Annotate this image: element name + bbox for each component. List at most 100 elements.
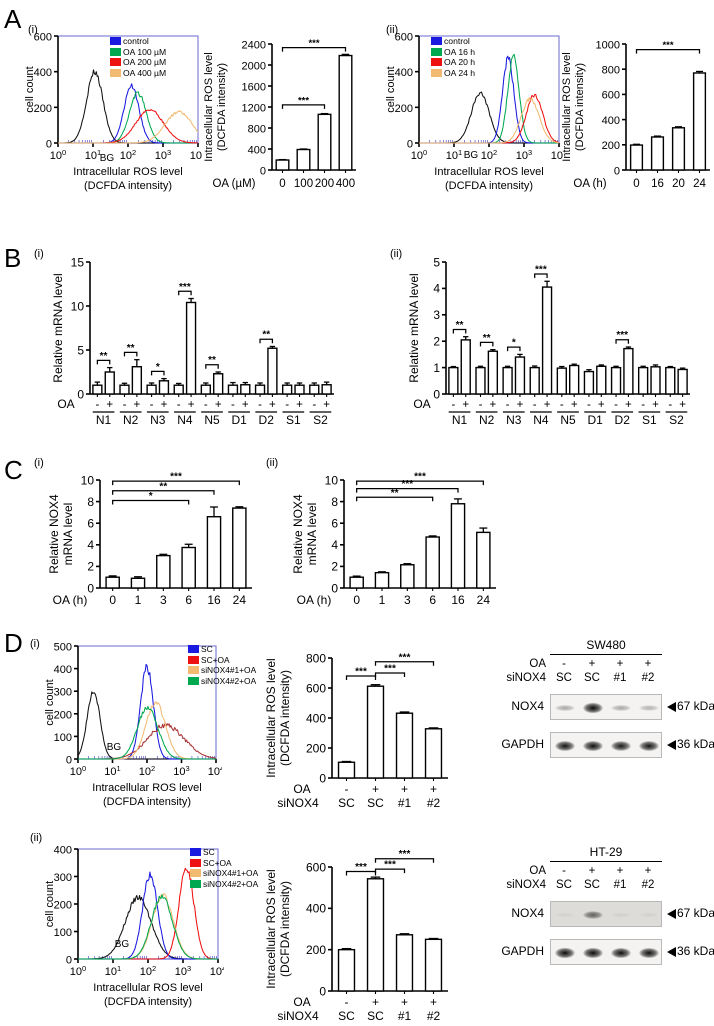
legend-color-swatch: [431, 58, 442, 67]
svg-text:-: -: [506, 399, 510, 411]
svg-text:1: 1: [135, 593, 142, 607]
flow-legend: control OA 100 µM OA 200 µM OA 400 µM: [110, 36, 166, 78]
svg-text:2: 2: [331, 560, 338, 574]
svg-text:**: **: [456, 320, 464, 331]
svg-text:0: 0: [319, 984, 326, 998]
panel-c-subpanel-ii-tag: (ii): [266, 457, 279, 469]
flow-legend-item: SC+OA: [188, 655, 256, 666]
flow-legend-item: SC: [190, 847, 258, 858]
svg-text:400: 400: [248, 144, 266, 156]
panel-b-subpanel-i-tag: (i): [34, 248, 44, 260]
svg-text:102: 102: [139, 764, 155, 778]
svg-text:+: +: [269, 399, 276, 411]
svg-text:200: 200: [602, 140, 620, 152]
svg-text:#1: #1: [398, 796, 412, 810]
legend-color-swatch: [110, 68, 121, 77]
svg-text:BG: BG: [107, 742, 122, 753]
svg-text:SC: SC: [367, 796, 384, 810]
blot-row-label-sinox4: siNOX4: [506, 879, 546, 891]
svg-text:3: 3: [160, 593, 167, 607]
svg-text:2: 2: [433, 335, 440, 349]
svg-text:S1: S1: [642, 413, 657, 427]
svg-text:2000: 2000: [242, 60, 266, 72]
svg-text:600: 600: [306, 860, 326, 874]
svg-text:(DCFDA intensity): (DCFDA intensity): [216, 63, 228, 151]
svg-text:0: 0: [279, 178, 285, 190]
svg-text:***: ***: [399, 652, 411, 663]
svg-text:-: -: [345, 995, 349, 1009]
svg-text:6: 6: [185, 593, 192, 607]
panel-b-i-bar-chart: 0 5 10 15 ** ** * *** ** ** - + N1- + N2- + N3- + N4- + N5- +…: [48, 248, 338, 438]
blot-lane-condition: SC: [584, 672, 600, 684]
svg-text:16: 16: [451, 593, 465, 607]
flow-legend-item: OA 24 h: [431, 68, 475, 79]
blot-kda-label: 36 kDa: [677, 944, 714, 958]
svg-text:800: 800: [248, 123, 266, 135]
legend-label: SC: [203, 847, 215, 857]
svg-text:**: **: [483, 333, 491, 344]
svg-text:cell count: cell count: [24, 66, 36, 112]
blot-lane-condition: +: [616, 865, 624, 877]
svg-text:6: 6: [87, 517, 94, 531]
panel-d-ii-bar-chart: 0 200 400 600 *** *** *** - + + + SC SC #1 #2 OA siNOX4 I…: [262, 843, 458, 1023]
svg-text:-: -: [204, 399, 208, 411]
svg-text:101: 101: [104, 764, 120, 778]
molecular-weight-arrow-icon: [667, 702, 676, 712]
svg-text:+: +: [544, 399, 551, 411]
svg-text:400: 400: [54, 845, 72, 857]
legend-label: SC+OA: [201, 654, 230, 665]
svg-text:Intracellular ROS level: Intracellular ROS level: [561, 52, 573, 161]
svg-text:500: 500: [54, 642, 72, 654]
svg-text:+: +: [401, 995, 408, 1009]
blot-band-box: [550, 939, 662, 965]
blot-lane-condition: SC: [584, 879, 600, 891]
svg-text:-: -: [285, 399, 289, 411]
svg-text:-: -: [258, 399, 262, 411]
svg-text:4: 4: [87, 538, 94, 552]
svg-text:400: 400: [54, 664, 72, 676]
molecular-weight-arrow-icon: [667, 909, 676, 919]
svg-text:OA (h): OA (h): [573, 178, 606, 190]
svg-text:-: -: [533, 399, 537, 411]
svg-text:400: 400: [306, 711, 326, 725]
blot-protein-label: NOX4: [511, 906, 544, 920]
svg-text:N1: N1: [452, 413, 468, 427]
svg-text:-: -: [231, 399, 235, 411]
svg-text:103: 103: [155, 148, 171, 162]
svg-text:N2: N2: [479, 413, 495, 427]
svg-text:+: +: [242, 399, 249, 411]
svg-text:102: 102: [140, 964, 156, 978]
svg-text:20: 20: [672, 178, 685, 190]
svg-text:-: -: [560, 399, 564, 411]
panel-letter-d: D: [4, 628, 23, 658]
blot-lane-condition: SC: [556, 672, 572, 684]
svg-text:24: 24: [477, 593, 491, 607]
blot-protein-label: NOX4: [511, 699, 544, 713]
svg-text:OA: OA: [293, 782, 310, 796]
svg-text:-: -: [177, 399, 181, 411]
svg-text:0: 0: [77, 387, 84, 401]
legend-color-swatch: [188, 645, 199, 654]
svg-text:102: 102: [120, 148, 136, 162]
svg-text:6: 6: [331, 517, 338, 531]
legend-color-swatch: [190, 858, 201, 867]
svg-text:*: *: [156, 362, 160, 373]
svg-text:OA: OA: [293, 995, 310, 1009]
svg-text:101: 101: [105, 964, 121, 978]
molecular-weight-arrow-icon: [667, 947, 676, 957]
panel-d-i-western-blot: SW480 OA - + + + siNOX4 SC SC #1 #2 NOX4 67 kDa GAPDH…: [470, 638, 714, 778]
svg-text:N4: N4: [533, 413, 549, 427]
svg-text:N5: N5: [204, 413, 220, 427]
flow-legend-item: OA 20 h: [431, 57, 475, 68]
svg-text:10: 10: [71, 299, 85, 313]
svg-text:1: 1: [433, 361, 440, 375]
svg-text:N3: N3: [506, 413, 522, 427]
svg-text:Intracellular ROS level: Intracellular ROS level: [264, 658, 278, 777]
svg-text:300: 300: [54, 872, 72, 884]
panel-a-i-bar-chart: 0 400 800 1200 1600 2000 2400 *** *** 0 100 200 400 O…: [200, 30, 360, 205]
svg-text:0: 0: [407, 139, 413, 151]
blot-cell-line-title: SW480: [586, 638, 626, 652]
flow-legend-item: OA 400 µM: [110, 68, 166, 79]
panel-letter-c: C: [4, 455, 23, 485]
panel-d-i-flow-histogram: 500 400 300 200 100 0 cell count 100 101 102 103 10…: [42, 640, 256, 815]
